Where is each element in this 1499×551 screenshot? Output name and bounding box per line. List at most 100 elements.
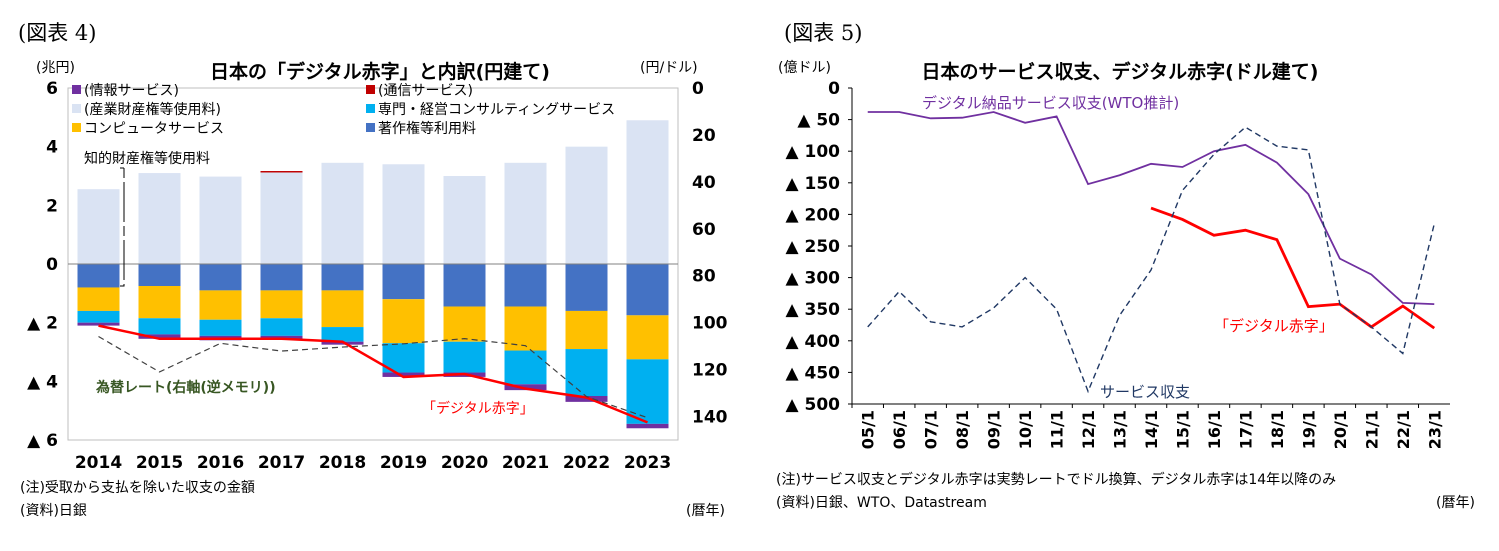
bar-segment xyxy=(504,350,547,385)
chart-title-right: 日本のサービス収支、デジタル赤字(ドル建て) xyxy=(922,60,1319,83)
bar-segment xyxy=(199,264,242,291)
y-tick-label: ▲ 6 xyxy=(27,431,58,451)
bar-segment xyxy=(138,173,181,264)
wto-line xyxy=(867,111,1435,306)
bar-segment xyxy=(199,290,242,320)
y-tick-label-right: ▲ 400 xyxy=(786,332,841,352)
y2-tick-label: 0 xyxy=(692,79,704,99)
annotation-digital-left: 「デジタル赤字」 xyxy=(422,400,534,417)
x-tick-label: 2014 xyxy=(75,453,122,473)
bar-segment xyxy=(321,327,364,342)
left-y-axis: 6 4 2 0 ▲ 2 ▲ 4 ▲ 6 xyxy=(27,79,58,451)
note-right: (注)サービス収支とデジタル赤字は実勢レートでドル換算、デジタル赤字は14年以降… xyxy=(776,471,1336,488)
figure-5: (図表 5) 日本のサービス収支、デジタル赤字(ドル建て) (億ドル) 0 ▲ 5… xyxy=(776,21,1475,511)
x-tick-label-right: 20/1 xyxy=(1331,410,1350,449)
label-service: サービス収支 xyxy=(1100,383,1190,401)
legend-swatch-copyright xyxy=(366,123,375,132)
bar-segment xyxy=(565,310,608,350)
x-tick-label-right: 12/1 xyxy=(1079,410,1098,449)
x-tick-label-right: 07/1 xyxy=(922,410,941,449)
bar-segment xyxy=(199,176,242,264)
label-wto: デジタル納品サービス収支(WTO推計) xyxy=(922,94,1179,112)
bar-segment xyxy=(626,423,669,429)
bar-segment xyxy=(260,171,303,173)
bar-segment xyxy=(260,290,303,319)
x-tick-label: 2015 xyxy=(136,453,183,473)
bar-segment xyxy=(565,396,608,402)
y2-tick-label: 100 xyxy=(692,314,728,334)
bar-segment xyxy=(626,120,669,265)
bar-segment xyxy=(443,341,486,373)
bar-segment xyxy=(77,310,120,323)
chart-title-left: 日本の「デジタル赤字」と内訳(円建て) xyxy=(210,60,550,83)
bar-segment xyxy=(260,318,303,336)
legend-swatch-computer xyxy=(72,123,81,132)
legend-label-info: (情報サービス) xyxy=(84,83,179,99)
bar-segment xyxy=(77,189,120,264)
x-tick-label-right: 10/1 xyxy=(1016,410,1035,449)
bar-segment xyxy=(443,306,486,342)
bar-segment xyxy=(504,162,547,264)
bar-segment xyxy=(626,315,669,360)
legend-left: (情報サービス) (通信サービス) (産業財産権等使用料) 専門・経営コンサルテ… xyxy=(72,83,615,137)
x-tick-label-right: 21/1 xyxy=(1362,410,1381,449)
bar-segment xyxy=(443,264,486,307)
legend-label-copyright: 著作権等利用料 xyxy=(378,120,476,137)
x-tick-label: 2020 xyxy=(441,453,488,473)
bar-segment xyxy=(443,176,486,264)
legend-swatch-consulting xyxy=(366,104,375,113)
x-tick-label-right: 14/1 xyxy=(1142,410,1161,449)
y-tick-label: ▲ 4 xyxy=(27,372,58,392)
y2-tick-label: 140 xyxy=(692,408,728,428)
x-tick-label: 2016 xyxy=(197,453,244,473)
x-tick-label-right: 17/1 xyxy=(1236,410,1255,449)
bar-segment xyxy=(138,286,181,319)
bar-segment xyxy=(504,264,547,307)
y2-tick-label: 60 xyxy=(692,220,716,240)
x-tick-label: 2017 xyxy=(258,453,305,473)
y2-tick-label: 40 xyxy=(692,173,716,193)
bar-segment xyxy=(199,319,242,336)
figure-5-label: (図表 5) xyxy=(784,21,862,45)
right-chart-unit: (億ドル) xyxy=(778,60,831,76)
y-tick-label-right: ▲ 250 xyxy=(786,237,841,257)
x-tick-label-right: 22/1 xyxy=(1394,410,1413,449)
y-tick-label-right: ▲ 500 xyxy=(786,395,841,415)
y-tick-label: 6 xyxy=(46,79,58,99)
bar-segment xyxy=(321,264,364,291)
legend-label-industrial: (産業財産権等使用料) xyxy=(84,101,221,118)
y-tick-label: 2 xyxy=(46,196,58,216)
x-tick-label-right: 19/1 xyxy=(1299,410,1318,449)
y-tick-label: 0 xyxy=(46,255,58,275)
y-tick-label-right: ▲ 50 xyxy=(797,111,840,131)
label-digital-right: 「デジタル赤字」 xyxy=(1214,317,1334,335)
bar-segment xyxy=(77,322,120,326)
annotation-fx: 為替レート(右軸(逆メモリ)) xyxy=(95,379,276,396)
bar-segment xyxy=(382,299,425,344)
x-tick-label: 2019 xyxy=(380,453,427,473)
y-tick-label-right: ▲ 150 xyxy=(786,174,841,194)
bar-segment xyxy=(321,162,364,264)
x-tick-label-right: 16/1 xyxy=(1205,410,1224,449)
y2-tick-label: 80 xyxy=(692,267,716,287)
x-tick-label: 2018 xyxy=(319,453,366,473)
bar-segment xyxy=(565,146,608,264)
bar-segment xyxy=(138,264,181,286)
legend-label-consulting: 専門・経営コンサルティングサービス xyxy=(378,102,615,118)
y-tick-label: ▲ 2 xyxy=(27,314,58,334)
y-tick-label-right: ▲ 350 xyxy=(786,300,841,320)
y2-tick-label: 120 xyxy=(692,361,728,381)
x-tick-label: 2021 xyxy=(502,453,549,473)
y2-tick-label: 20 xyxy=(692,126,716,146)
source-left: (資料)日銀 xyxy=(20,503,87,519)
bar-segment xyxy=(138,318,181,335)
bar-segment xyxy=(504,384,547,391)
bar-segment xyxy=(260,335,303,339)
bar-segment xyxy=(321,341,364,345)
ip-bracket xyxy=(120,167,125,287)
figure-4-label: (図表 4) xyxy=(18,21,96,45)
x-tick-label-right: 15/1 xyxy=(1173,410,1192,449)
bar-segment xyxy=(321,290,364,328)
bar-segment xyxy=(565,264,608,311)
